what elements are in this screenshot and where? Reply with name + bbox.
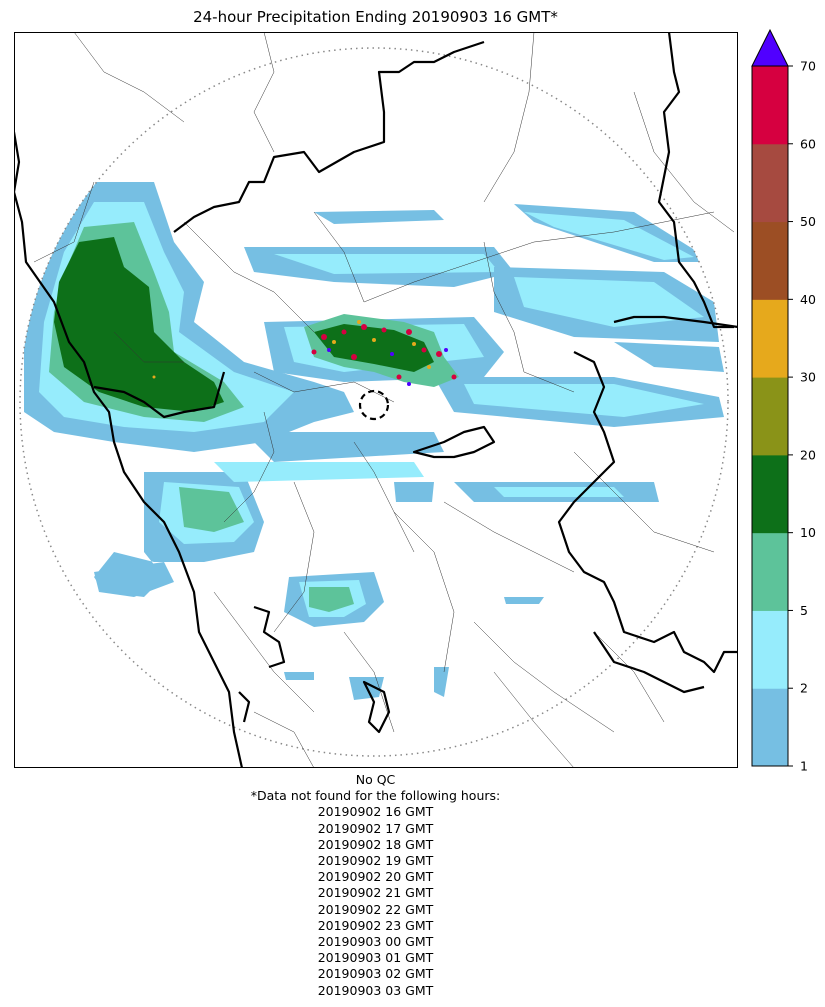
colorbar-tick-label: 1: [800, 759, 808, 774]
colorbar: 1 2 5 10 20 30 40 50 60 70: [751, 28, 816, 774]
colorbar-bins: [751, 28, 789, 767]
missing-hour: 20190902 23 GMT: [317, 917, 434, 933]
missing-hour: 20190902 16 GMT: [317, 804, 434, 820]
colorbar-bin: [752, 610, 788, 689]
colorbar-tick-label: 20: [800, 447, 816, 462]
colorbar-tick-label: 60: [800, 136, 816, 151]
qc-note: No QC: [355, 772, 396, 787]
missing-hour: 20190903 03 GMT: [317, 982, 434, 998]
colorbar-tick-label: 70: [800, 59, 816, 74]
colorbar-tick-label: 5: [800, 603, 808, 618]
missing-header: *Data not found for the following hours:: [250, 788, 501, 804]
district-boundaries: [33, 32, 735, 768]
notes-block: No QC *Data not found for the following …: [0, 772, 751, 999]
colorbar-tick-label: 2: [800, 681, 808, 696]
precipitation-field: [24, 182, 724, 700]
missing-hour: 20190902 18 GMT: [317, 836, 434, 852]
colorbar-tick-label: 40: [800, 292, 816, 307]
colorbar-bin: [752, 66, 788, 145]
missing-hour: 20190902 22 GMT: [317, 901, 434, 917]
colorbar-tick-label: 50: [800, 214, 816, 229]
colorbar-bin: [752, 688, 788, 767]
colorbar-bin: [752, 454, 788, 534]
map-title: 24-hour Precipitation Ending 20190903 16…: [193, 8, 558, 26]
map-frame: [14, 32, 738, 768]
state-boundaries: [14, 32, 738, 768]
colorbar-bin: [752, 143, 788, 223]
colorbar-outline: [751, 65, 789, 767]
colorbar-bin: [752, 532, 788, 611]
missing-hours-list: 20190902 16 GMT 20190902 17 GMT 20190902 1…: [0, 804, 751, 998]
missing-hour: 20190903 01 GMT: [317, 950, 434, 966]
colorbar-extend-arrow: [751, 28, 789, 67]
colorbar-ticks: 1 2 5 10 20 30 40 50 60 70: [788, 59, 816, 774]
radar-range-ring: [19, 47, 729, 757]
colorbar-bin: [752, 221, 788, 300]
colorbar-tick-label: 10: [800, 525, 816, 540]
missing-hour: 20190903 02 GMT: [317, 966, 434, 982]
colorbar-bin: [752, 377, 788, 456]
missing-hour: 20190903 00 GMT: [317, 934, 434, 950]
radar-site-ring: [358, 389, 390, 421]
missing-hour: 20190902 17 GMT: [317, 820, 434, 836]
colorbar-tick-label: 30: [800, 370, 816, 385]
missing-hour: 20190902 19 GMT: [317, 853, 434, 869]
colorbar-bin: [752, 299, 788, 378]
precipitation-map: [14, 32, 738, 768]
missing-hour: 20190902 20 GMT: [317, 869, 434, 885]
missing-hour: 20190902 21 GMT: [317, 885, 434, 901]
